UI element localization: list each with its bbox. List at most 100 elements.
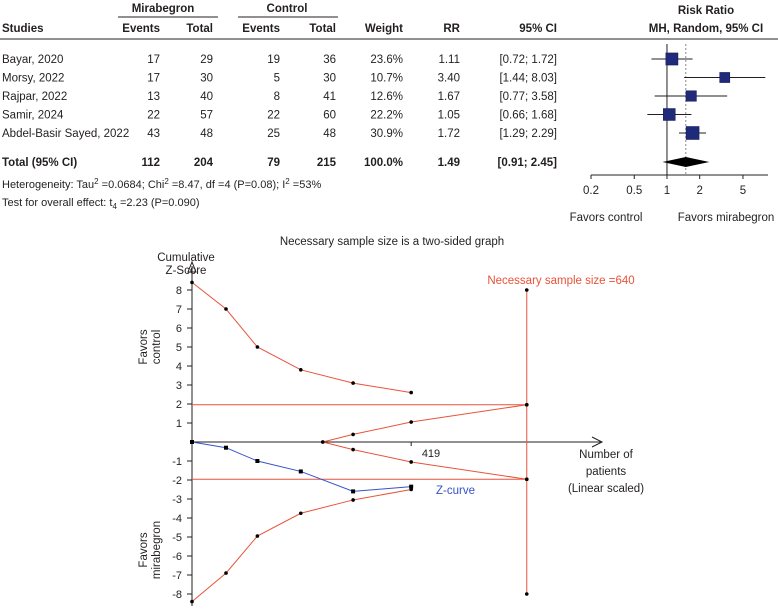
total-name: Total (95% CI): [2, 157, 77, 169]
col-rr: RR: [443, 23, 460, 35]
upper-alpha-boundary-point: [409, 390, 413, 395]
upper-futility-boundary: [322, 404, 527, 443]
xlabel-3: (Linear scaled): [568, 483, 644, 495]
study-e1: 22: [147, 110, 160, 122]
upper-futility-boundary-point: [409, 420, 413, 424]
col-ci: 95% CI: [519, 23, 557, 35]
col-events-2: Events: [242, 23, 280, 35]
study-name: Morsy, 2022: [2, 73, 64, 85]
group2-header: Control: [267, 3, 308, 15]
overall-effect-text: Test for overall effect: t4 =2.23 (P=0.0…: [2, 197, 199, 211]
study-t1: 40: [200, 91, 213, 103]
lower-futility-boundary-point: [409, 460, 413, 464]
study-e2: 5: [274, 73, 280, 85]
study-t2: 30: [323, 73, 336, 85]
heterogeneity-text: Heterogeneity: Tau2 =0.0684; Chi2 =8.47,…: [2, 177, 321, 191]
lower-alpha-boundary-point: [190, 599, 194, 604]
study-weight: 23.6%: [370, 54, 403, 66]
upper-alpha-boundary: [191, 282, 412, 394]
study-t1: 30: [200, 73, 213, 85]
study-e2: 8: [274, 91, 280, 103]
study-weight: 12.6%: [370, 91, 403, 103]
xlabel-1: Number of: [579, 449, 633, 461]
y-tick-label: -6: [172, 551, 182, 563]
total-t2: 215: [317, 157, 337, 169]
upper-futility-boundary-point: [524, 402, 529, 407]
plot-title: Risk Ratio: [678, 5, 734, 17]
study-t1: 57: [200, 110, 213, 122]
upper-alpha-boundary-point: [255, 345, 260, 349]
study-rr: 1.11: [438, 54, 460, 66]
study-t2: 60: [323, 110, 336, 122]
pooled-diamond: [662, 157, 710, 167]
y-tick-label: 5: [176, 342, 182, 354]
study-e2: 19: [267, 54, 280, 66]
col-total-1: Total: [186, 23, 213, 35]
favors-mirabegron-lower-2: mirabegron: [151, 521, 163, 579]
upper-alpha-boundary-point: [351, 381, 355, 385]
y-tick-label: -8: [172, 589, 182, 601]
z-curve-point: [190, 440, 194, 444]
lower-alpha-boundary-point: [224, 571, 228, 575]
study-name: Bayar, 2020: [2, 54, 63, 66]
plot-subtitle: MH, Random, 95% CI: [649, 23, 763, 35]
lower-futility-boundary-point: [351, 447, 355, 452]
y-tick-label: -5: [172, 532, 182, 544]
total-rr: 1.49: [438, 157, 460, 169]
study-square: [685, 90, 697, 102]
lower-futility-boundary-point: [320, 440, 325, 444]
y-tick-label: -7: [172, 570, 182, 582]
z-curve-point: [409, 484, 414, 489]
study-name: Samir, 2024: [2, 110, 64, 122]
xlabel-2: patients: [586, 466, 627, 478]
favors-control-upper-1: Favors: [138, 329, 150, 364]
study-t1: 48: [200, 128, 213, 140]
study-e2: 25: [267, 128, 280, 140]
total-e1: 112: [141, 157, 160, 169]
y-tick-label: 7: [176, 304, 182, 316]
x-marker-label: 419: [422, 448, 440, 460]
lower-futility-boundary: [322, 441, 527, 480]
lower-alpha-boundary-point: [255, 534, 260, 538]
total-row: Total (95% CI) 112 204 79 215 100.0% 1.4…: [2, 157, 557, 169]
z-curve-point: [351, 489, 356, 494]
study-rr: 1.72: [438, 128, 460, 140]
lower-futility-boundary-point: [524, 477, 529, 482]
favors-mirabegron-label: Favors mirabegron: [678, 212, 775, 224]
study-ci: [1.29; 2.29]: [499, 128, 557, 140]
y-tick-label: 6: [176, 323, 182, 335]
y-tick-label: 1: [176, 418, 182, 430]
tsa-ylabel-2: Z-Score: [166, 265, 207, 277]
z-curve-point: [224, 445, 228, 450]
lower-alpha-boundary: [191, 489, 412, 602]
study-rr: 1.05: [438, 110, 460, 122]
study-ci: [0.72; 1.72]: [499, 54, 557, 66]
tsa-plot: 8 7 6 5 4 3 2 1 -1 -2 -3 -4 -5 -6 -7 -8: [172, 260, 604, 610]
upper-alpha-boundary-point: [299, 368, 303, 372]
tsa-title: Necessary sample size is a two-sided gra…: [280, 236, 504, 248]
upper-alpha-boundary-point: [190, 280, 194, 285]
z-curve: [191, 441, 412, 492]
study-e1: 17: [147, 73, 160, 85]
study-square: [685, 126, 700, 140]
tsa-ylabel-1: Cumulative: [157, 252, 215, 264]
y-tick-label: -1: [172, 456, 182, 468]
study-name: Rajpar, 2022: [2, 91, 67, 103]
upper-alpha-boundary-point: [224, 307, 228, 311]
z-curve-point: [255, 459, 260, 463]
y-tick-label: -2: [172, 475, 182, 487]
total-e2: 79: [267, 157, 280, 169]
forest-plot: 0.2 0.5 1 2 5: [583, 44, 768, 197]
study-weight: 22.2%: [370, 110, 403, 122]
study-square: [663, 108, 676, 121]
y-axis-arrow: [187, 260, 197, 273]
study-square: [665, 52, 679, 66]
study-e1: 43: [147, 128, 160, 140]
study-ci: [0.77; 3.58]: [499, 91, 557, 103]
y-tick-label: 4: [176, 361, 182, 373]
study-ci: [0.66; 1.68]: [499, 110, 557, 122]
total-t1: 204: [194, 157, 214, 169]
favors-control-upper-2: control: [151, 330, 163, 365]
study-t2: 48: [323, 128, 336, 140]
